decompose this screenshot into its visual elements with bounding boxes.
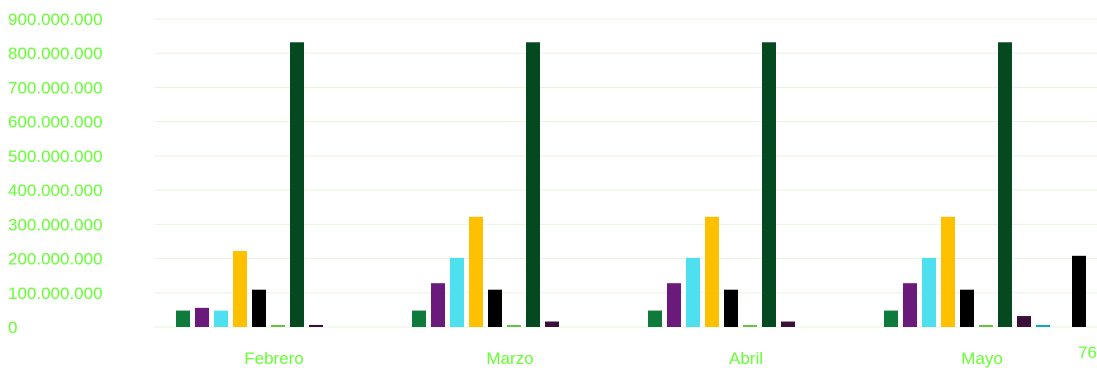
bar — [781, 321, 795, 327]
category-label: Febrero — [244, 349, 304, 368]
category-label: Marzo — [486, 349, 533, 368]
y-tick-label: 0 — [8, 318, 17, 337]
bar — [667, 283, 681, 327]
y-axis-tick-labels: 0 100.000.000 200.000.000 300.000.000 400.00… — [8, 10, 103, 337]
bar — [526, 42, 540, 327]
bar — [686, 257, 700, 327]
y-tick-label: 300.000.000 — [8, 215, 103, 234]
bar — [960, 289, 974, 327]
bar — [724, 289, 738, 327]
bar — [309, 324, 323, 327]
bar — [762, 42, 776, 327]
bar — [648, 310, 662, 327]
bar — [1036, 324, 1050, 327]
bar — [507, 324, 521, 327]
y-tick-label: 200.000.000 — [8, 250, 103, 269]
bar — [412, 310, 426, 327]
bar — [469, 216, 483, 327]
bar — [290, 42, 304, 327]
bar — [431, 283, 445, 327]
x-axis-category-labels: Febrero Marzo Abril Mayo — [244, 349, 1003, 368]
bar — [488, 289, 502, 327]
bar — [195, 307, 209, 327]
bar — [979, 324, 993, 327]
bar — [545, 321, 559, 327]
y-tick-label: 700.000.000 — [8, 78, 103, 97]
bar — [922, 257, 936, 327]
y-tick-label: 900.000.000 — [8, 10, 103, 29]
bar — [214, 310, 228, 327]
bar — [903, 283, 917, 327]
gridlines — [155, 18, 1097, 328]
bar — [743, 324, 757, 327]
bars — [176, 42, 1086, 327]
y-tick-label: 800.000.000 — [8, 44, 103, 63]
bar — [1072, 255, 1086, 327]
y-tick-label: 500.000.000 — [8, 147, 103, 166]
category-label: Abril — [729, 349, 763, 368]
bar — [450, 257, 464, 327]
bar — [705, 216, 719, 327]
bar — [233, 251, 247, 327]
bar — [941, 216, 955, 327]
y-tick-label: 600.000.000 — [8, 113, 103, 132]
bar — [1017, 316, 1031, 327]
bar — [998, 42, 1012, 327]
truncated-category-label: 76 — [1078, 343, 1097, 362]
y-tick-label: 100.000.000 — [8, 284, 103, 303]
category-label: Mayo — [961, 349, 1003, 368]
bar — [271, 324, 285, 327]
bar — [176, 310, 190, 327]
bar — [884, 310, 898, 327]
bar — [252, 289, 266, 327]
y-tick-label: 400.000.000 — [8, 181, 103, 200]
